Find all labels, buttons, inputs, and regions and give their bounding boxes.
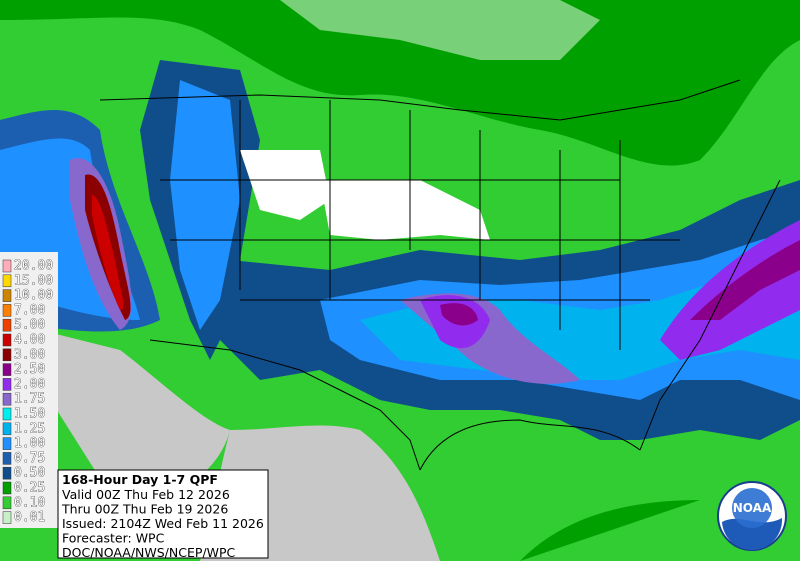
legend-swatch: [2, 333, 12, 347]
info-title: 168-Hour Day 1-7 QPF: [62, 472, 218, 487]
legend-label: 15.00: [14, 273, 53, 288]
info-line: DOC/NOAA/NWS/NCEP/WPC: [62, 545, 236, 560]
legend-label: 20.00: [14, 259, 53, 274]
legend-swatch: [2, 422, 12, 436]
legend-swatch: [2, 259, 12, 273]
legend-label: 1.25: [14, 421, 45, 436]
legend-label: 1.00: [14, 436, 45, 451]
legend-label: 0.50: [14, 466, 45, 481]
legend-swatch: [2, 348, 12, 362]
legend-swatch: [2, 496, 12, 510]
info-line: Forecaster: WPC: [62, 531, 165, 546]
legend-label: 1.75: [14, 392, 45, 407]
logo-bird: [732, 488, 772, 528]
legend-label: 4.00: [14, 333, 45, 348]
legend-label: 7.00: [14, 303, 45, 318]
legend-label: 1.50: [14, 407, 45, 422]
legend-swatch: [2, 363, 12, 376]
legend-swatch: [2, 392, 12, 406]
legend-label: 5.00: [14, 318, 45, 333]
legend-swatch: [2, 318, 12, 332]
info-line: Thru 00Z Thu Feb 19 2026: [61, 502, 228, 517]
legend-label: 0.75: [14, 451, 45, 466]
noaa-logo: NOAA: [717, 481, 787, 551]
legend-swatch: [2, 481, 12, 495]
legend-swatch: [2, 466, 12, 480]
legend-swatch: [2, 274, 12, 288]
info-line: Issued: 2104Z Wed Feb 11 2026: [62, 516, 264, 531]
legend-label: 0.25: [14, 481, 45, 496]
legend-swatch: [2, 511, 12, 524]
legend-swatch: [2, 304, 12, 317]
legend-swatch: [2, 437, 12, 450]
legend: 20.0015.0010.007.005.004.003.002.502.001…: [0, 252, 58, 528]
legend-swatch: [2, 407, 12, 421]
logo-wave: [722, 518, 783, 551]
logo-text: NOAA: [733, 501, 772, 515]
legend-label: 10.00: [14, 288, 53, 303]
legend-swatch: [2, 289, 12, 302]
legend-label: 0.10: [14, 495, 45, 510]
legend-label: 2.00: [14, 377, 45, 392]
legend-label: 0.01: [14, 510, 45, 525]
boundaries: [99, 79, 781, 471]
legend-label: 2.50: [14, 362, 45, 377]
info-line: Valid 00Z Thu Feb 12 2026: [62, 487, 230, 502]
legend-swatch: [2, 452, 12, 465]
legend-label: 3.00: [14, 347, 45, 362]
legend-swatch: [2, 378, 12, 391]
info-background: [57, 469, 269, 559]
